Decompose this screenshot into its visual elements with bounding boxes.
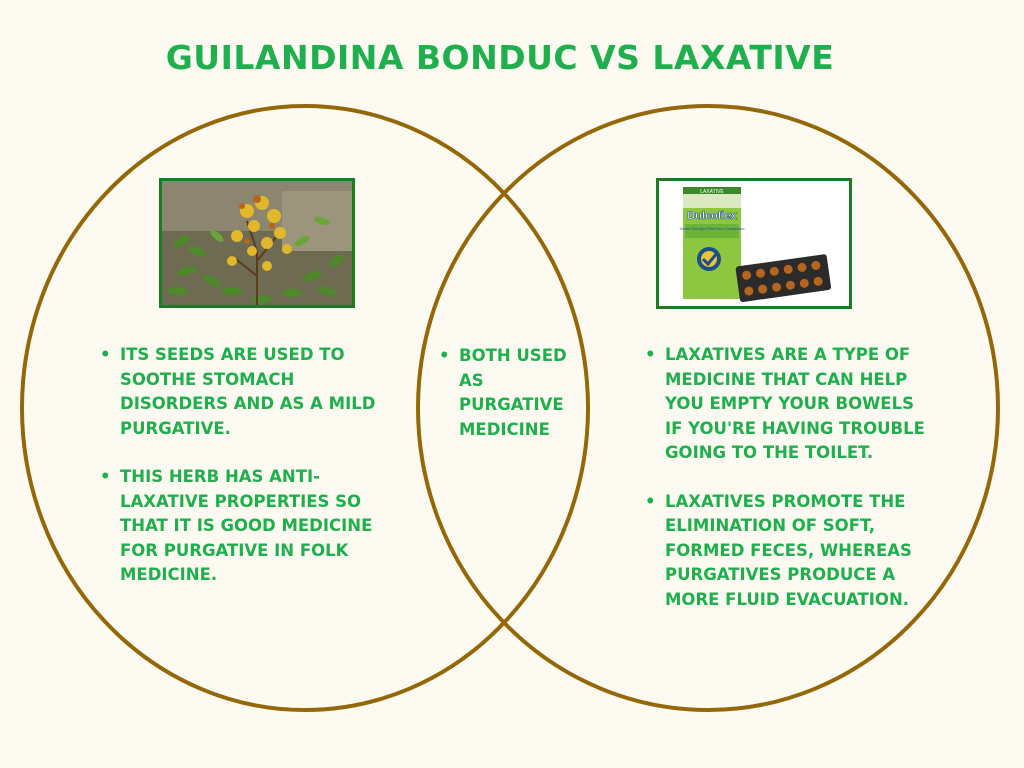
left-point-2: • THIS HERB HAS ANTI-LAXATIVE PROPERTIES …	[98, 465, 378, 588]
box-brand-label: Dulcoflex	[687, 210, 737, 222]
dulcoflex-laxative-photo: LAXATIVE Dulcoflex Gentle Overnight Reli…	[656, 178, 852, 309]
middle-point-1: • BOTH USED AS PURGATIVE MEDICINE	[437, 344, 572, 442]
bullet-icon: •	[645, 490, 656, 515]
right-points: • LAXATIVES ARE A TYPE OF MEDICINE THAT C…	[643, 343, 928, 612]
guilandina-bonduc-photo	[159, 178, 355, 308]
right-point-2: • LAXATIVES PROMOTE THE ELIMINATION OF SO…	[643, 490, 928, 613]
bullet-icon: •	[100, 465, 111, 490]
bullet-icon: •	[100, 343, 111, 368]
laxative-box-illustration: LAXATIVE Dulcoflex Gentle Overnight Reli…	[659, 181, 849, 306]
bullet-icon: •	[439, 344, 450, 369]
middle-points: • BOTH USED AS PURGATIVE MEDICINE	[437, 344, 572, 442]
left-point-1: • ITS SEEDS ARE USED TO SOOTHE STOMACH DI…	[98, 343, 378, 441]
right-point-1: • LAXATIVES ARE A TYPE OF MEDICINE THAT C…	[643, 343, 928, 466]
box-subtitle-label: Gentle Overnight Relief from Constipatio…	[680, 227, 745, 231]
plant-illustration	[162, 181, 352, 305]
left-points: • ITS SEEDS ARE USED TO SOOTHE STOMACH DI…	[98, 343, 378, 588]
bullet-icon: •	[645, 343, 656, 368]
